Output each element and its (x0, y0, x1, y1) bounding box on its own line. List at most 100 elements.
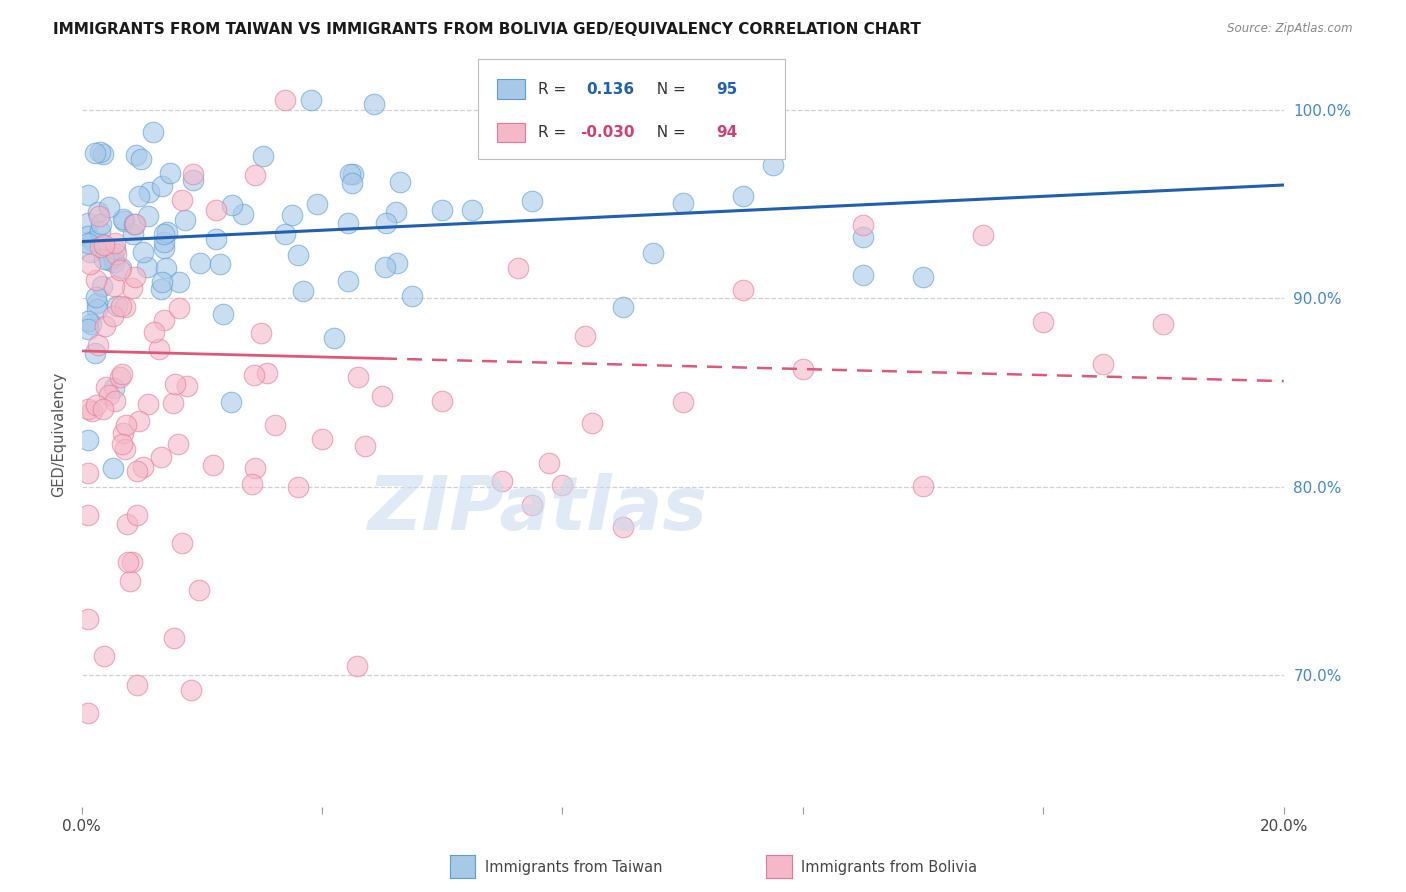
Point (148, 343, 170, 357)
Point (90, 279, 112, 293)
Point (115, 517, 138, 532)
Point (163, 376, 186, 391)
Point (243, 460, 266, 475)
Point (112, 214, 135, 228)
Point (672, 195, 695, 210)
Point (155, 260, 177, 275)
Point (323, 331, 346, 345)
Point (205, 202, 228, 217)
Point (256, 366, 278, 380)
Point (80, 404, 103, 418)
Point (852, 230, 875, 244)
Point (461, 203, 484, 218)
Point (176, 379, 198, 393)
Point (506, 261, 529, 276)
Point (374, 260, 396, 274)
Point (430, 394, 453, 409)
Point (170, 193, 193, 207)
Point (93, 237, 115, 252)
Point (243, 368, 266, 383)
Point (101, 309, 124, 323)
Point (76, 508, 98, 522)
Point (76, 236, 98, 251)
FancyBboxPatch shape (478, 59, 785, 160)
Point (299, 93, 322, 107)
Point (84, 346, 107, 360)
Point (336, 274, 359, 288)
Point (401, 288, 423, 302)
Text: ZIPatlas: ZIPatlas (368, 473, 709, 546)
Point (108, 263, 131, 277)
Point (170, 536, 193, 550)
Point (84, 290, 107, 304)
Text: R =: R = (538, 126, 571, 140)
Point (129, 153, 152, 167)
Point (375, 216, 398, 230)
Point (522, 498, 544, 512)
Point (287, 480, 309, 494)
Point (76, 216, 98, 230)
Point (86, 301, 108, 316)
Point (124, 270, 146, 285)
Point (93, 649, 115, 664)
Point (91, 146, 114, 161)
Y-axis label: GED/Equivalency: GED/Equivalency (51, 372, 66, 498)
Point (76, 433, 98, 447)
Point (305, 196, 328, 211)
Point (166, 437, 188, 451)
Point (342, 167, 364, 181)
Point (188, 256, 211, 270)
Point (76, 188, 98, 202)
Point (209, 257, 232, 271)
Point (972, 227, 994, 242)
Point (104, 393, 127, 408)
Point (852, 218, 875, 232)
Point (159, 166, 181, 180)
Point (97, 200, 120, 214)
Point (337, 216, 360, 230)
Point (93, 252, 115, 266)
Point (388, 175, 411, 189)
Point (82, 234, 104, 248)
Point (221, 198, 243, 212)
Point (121, 281, 143, 295)
Point (125, 508, 148, 523)
Point (371, 389, 394, 403)
Point (103, 279, 125, 293)
Point (347, 369, 370, 384)
Point (105, 246, 128, 260)
Point (174, 213, 197, 227)
Point (153, 235, 176, 249)
Point (101, 250, 124, 264)
Point (94, 380, 117, 394)
Point (169, 276, 191, 290)
Text: 94: 94 (716, 126, 738, 140)
Point (1092, 357, 1115, 371)
Point (101, 460, 124, 475)
Point (84, 146, 107, 161)
Point (76, 612, 98, 626)
Point (249, 326, 271, 340)
Text: N =: N = (647, 126, 690, 140)
Point (167, 301, 190, 315)
Point (76, 706, 98, 720)
Point (128, 189, 150, 203)
Point (287, 248, 309, 262)
Point (103, 255, 125, 269)
Point (76, 322, 98, 336)
Point (274, 93, 297, 107)
Point (152, 179, 174, 194)
Point (273, 227, 295, 241)
Point (551, 478, 574, 492)
Point (538, 456, 561, 470)
Point (311, 433, 333, 447)
Point (731, 188, 754, 202)
Point (522, 194, 544, 208)
Point (346, 658, 368, 673)
Point (211, 307, 233, 321)
Point (354, 439, 377, 453)
Point (103, 381, 125, 395)
Point (574, 328, 596, 343)
Point (243, 168, 266, 182)
Text: 95: 95 (716, 82, 738, 96)
